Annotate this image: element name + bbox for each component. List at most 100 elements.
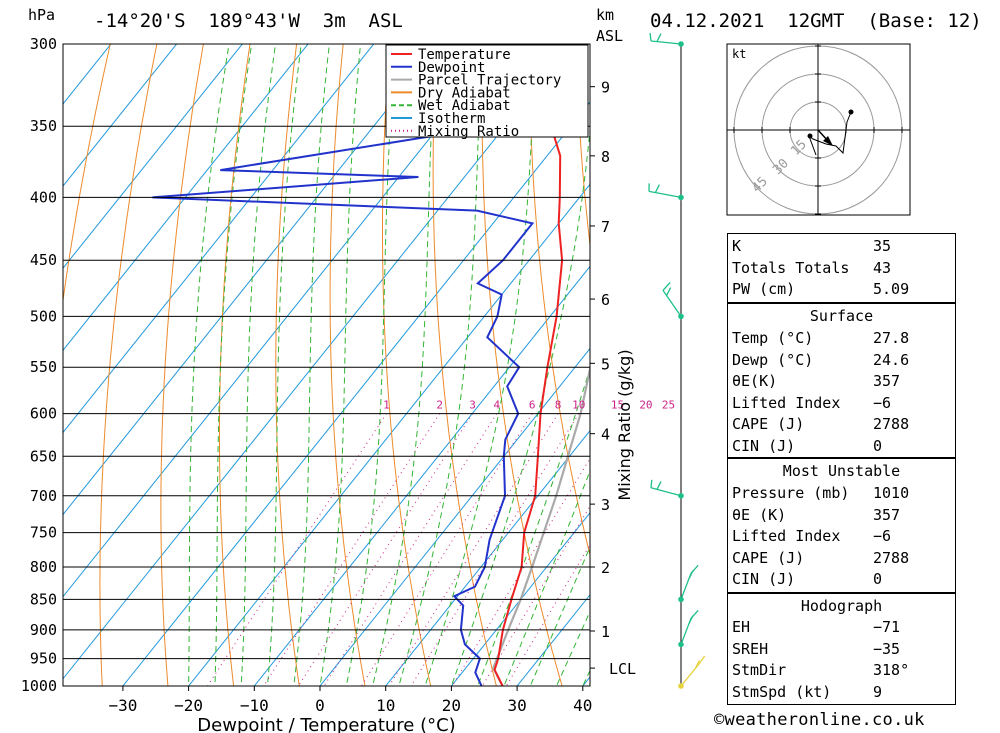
index-label: CAPE (J) — [732, 548, 805, 567]
most-unstable-panel: Most Unstable Pressure (mb) 1010 θE (K) 357 L… — [727, 458, 956, 593]
index-value: −6 — [873, 393, 892, 412]
dry-adiabat-line — [160, 44, 204, 686]
wind-barb — [680, 609, 699, 645]
dry-adiabat-line — [995, 44, 1000, 712]
index-row: Pressure (mb) 1010 — [732, 483, 951, 504]
index-label: Totals Totals — [732, 258, 850, 277]
wind-barb — [650, 479, 682, 497]
wet-adiabat-line — [424, 44, 537, 686]
mixing-ratio-label: 3 — [469, 399, 476, 412]
index-label: θE (K) — [732, 505, 787, 524]
index-row: StmDir 318° — [732, 660, 951, 681]
isotherm-line — [63, 44, 112, 105]
pressure-tick-label: 850 — [30, 590, 57, 608]
wind-barb-flag — [666, 287, 672, 296]
mixing-ratio-line — [263, 413, 441, 686]
legend-entry: Temperature — [418, 47, 511, 63]
isotherm-line — [63, 44, 243, 269]
wet-adiabat-line — [345, 44, 397, 686]
temperature-tick-label: −30 — [108, 696, 137, 715]
isotherm-line — [187, 183, 590, 686]
pressure-tick-label: 750 — [30, 524, 57, 542]
km-tick-label: 5 — [601, 355, 610, 373]
temperature-tick-label: −20 — [174, 696, 203, 715]
temperature-tick-label: −10 — [240, 696, 269, 715]
index-label: θE(K) — [732, 372, 778, 391]
km-tick-label: 2 — [601, 559, 610, 577]
isotherm-line — [253, 265, 590, 686]
mixing-ratio-label: 10 — [572, 399, 585, 412]
wind-barb — [680, 564, 699, 600]
index-value: 1010 — [873, 484, 910, 502]
index-value: 318° — [873, 661, 910, 680]
index-value: −35 — [873, 639, 901, 658]
credit-text: ©weatheronline.co.uk — [714, 710, 925, 730]
index-label: CAPE (J) — [732, 415, 805, 434]
surface-section-title: Surface — [809, 307, 874, 325]
pressure-tick-label: 600 — [30, 405, 57, 423]
index-value: 35 — [873, 237, 892, 255]
dry-adiabat-line — [382, 44, 432, 686]
temperature-tick-label: 10 — [376, 696, 395, 715]
km-tick-label: 6 — [601, 291, 610, 309]
mixing-ratio-label: 20 — [639, 399, 652, 412]
index-value: 2788 — [873, 415, 910, 434]
temperature-tick-label: 0 — [315, 696, 325, 715]
index-label: CIN (J) — [732, 437, 796, 455]
pressure-tick-label: 1000 — [21, 677, 57, 695]
wind-barb-flag — [688, 615, 694, 624]
wind-barb-flag — [650, 479, 653, 488]
mixing-ratio-label: 25 — [662, 399, 675, 412]
legend-entry: Dry Adiabat — [418, 85, 511, 101]
lcl-label: LCL — [609, 660, 636, 678]
isotherm-line — [122, 101, 590, 686]
index-value: 357 — [873, 505, 901, 524]
plot-frame — [62, 43, 591, 687]
dewpoint-line — [152, 44, 535, 686]
index-row: K 35 — [732, 236, 951, 257]
legend-entry: Parcel Trajectory — [418, 73, 561, 89]
legend-entry: Dewpoint — [418, 60, 485, 76]
wet-adiabat-line — [529, 545, 590, 686]
wind-barb-shaft — [648, 190, 682, 199]
mixing-ratio-line — [323, 413, 498, 686]
hodograph-section-title: Hodograph — [800, 597, 883, 615]
index-value: 43 — [873, 258, 892, 277]
index-value: 5.09 — [873, 280, 910, 299]
hodograph-point — [848, 109, 854, 115]
index-row: Temp (°C) 27.8 — [732, 328, 951, 349]
km-tick-label: 8 — [601, 148, 610, 166]
pressure-tick-label: 950 — [30, 650, 57, 668]
index-label: PW (cm) — [732, 280, 796, 299]
hodograph-unit: kt — [732, 47, 746, 61]
pressure-tick-label: 350 — [30, 117, 57, 135]
mixing-ratio-label: 6 — [529, 399, 536, 412]
wet-adiabat-line — [240, 44, 276, 686]
wet-adiabat-line — [555, 610, 590, 686]
index-value: 0 — [873, 570, 883, 589]
storm-motion-arrowhead — [823, 136, 833, 146]
wind-barb-flag — [662, 281, 671, 291]
wind-barb — [662, 281, 682, 317]
mixing-ratio-label: 2 — [436, 399, 443, 412]
wet-adiabat-line — [293, 44, 330, 686]
km-tick-label: 4 — [601, 426, 610, 444]
pressure-tick-label: 800 — [30, 558, 57, 576]
index-label: EH — [732, 618, 751, 636]
index-row: Totals Totals 43 — [732, 258, 951, 279]
index-row: CIN (J) 0 — [732, 569, 951, 590]
km-tick-label: 1 — [601, 623, 610, 641]
index-label: StmSpd (kt) — [732, 682, 832, 701]
pressure-tick-label: 550 — [30, 358, 57, 376]
wind-barb-flag — [694, 660, 700, 669]
index-row: θE (K) 357 — [732, 505, 951, 526]
wet-adiabat-line — [372, 44, 437, 686]
dry-adiabat-line — [275, 44, 300, 686]
wind-barb-flag — [654, 184, 660, 193]
index-row: CAPE (J) 2788 — [732, 414, 951, 435]
km-tick-label: 7 — [601, 218, 610, 236]
wet-adiabat-line — [188, 44, 230, 686]
dry-adiabat-line — [481, 44, 563, 686]
index-row: Dewp (°C) 24.6 — [732, 350, 951, 371]
